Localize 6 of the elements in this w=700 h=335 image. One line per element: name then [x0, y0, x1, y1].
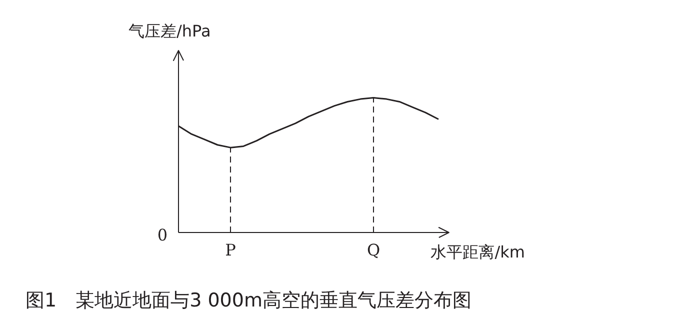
text: 图1 某地近地面与3 000m高空的垂直气压差分布图 [26, 290, 472, 312]
x-axis-title: 水平距离/km [430, 242, 525, 262]
y-axis-title: 气压差/hPa [128, 22, 211, 41]
x-tick-label: Q [366, 240, 380, 260]
text: 0 [157, 226, 168, 244]
x-tick-label: P [225, 240, 236, 260]
